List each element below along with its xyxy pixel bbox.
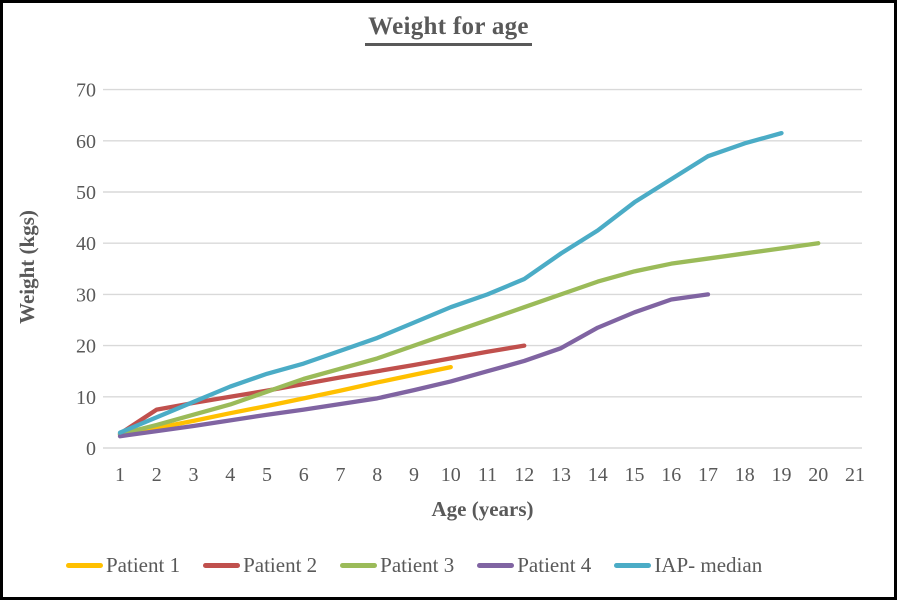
legend-item-patient-4: Patient 4 [477,553,591,578]
legend-item-patient-2: Patient 2 [203,553,317,578]
legend-item-patient-1: Patient 1 [66,553,180,578]
x-tick-label-8: 8 [372,464,382,486]
legend-swatch [477,563,515,568]
x-axis-title: Age (years) [431,497,534,521]
y-tick-label-10: 10 [76,387,96,409]
y-tick-label-0: 0 [86,438,96,460]
chart-title-text: Weight for age [365,13,532,46]
x-tick-label-12: 12 [514,464,534,486]
series-line-patient-1 [117,364,453,437]
legend-label: Patient 1 [106,553,181,577]
series-line-iap-median [117,130,784,435]
x-tick-label-17: 17 [698,464,718,486]
x-tick-label-6: 6 [299,464,309,486]
x-tick-label-16: 16 [661,464,681,486]
x-tick-label-10: 10 [441,464,461,486]
legend-swatch [203,563,241,568]
legend-item-iap-median: IAP- median [614,553,762,578]
x-tick-label-3: 3 [189,464,199,486]
y-tick-label-70: 70 [76,80,96,102]
legend-swatch [614,563,652,568]
x-tick-label-20: 20 [808,464,828,486]
chart-legend: Patient 1 Patient 2 Patient 3 Patient 4 IAP-… [0,553,897,578]
x-tick-label-14: 14 [588,464,608,486]
x-tick-label-21: 21 [845,464,865,486]
legend-item-patient-3: Patient 3 [340,553,454,578]
y-tick-label-60: 60 [76,131,96,153]
y-tick-label-40: 40 [76,233,96,255]
x-tick-label-4: 4 [225,464,235,486]
x-tick-label-19: 19 [772,464,792,486]
x-tick-label-7: 7 [336,464,346,486]
y-tick-label-30: 30 [76,284,96,306]
x-tick-label-1: 1 [115,464,125,486]
chart-title: Weight for age [0,13,897,46]
legend-label: Patient 3 [380,553,455,577]
legend-label: IAP- median [654,553,763,577]
legend-swatch [66,563,103,568]
legend-swatch [340,563,378,568]
y-tick-label-50: 50 [76,182,96,204]
legend-label: Patient 2 [243,553,318,577]
series-line-patient-4 [117,292,711,439]
y-tick-label-20: 20 [76,336,96,358]
x-tick-label-11: 11 [478,464,497,486]
legend-label: Patient 4 [517,553,592,577]
series-line-patient-3 [117,241,821,437]
x-tick-label-13: 13 [551,464,571,486]
x-tick-label-15: 15 [625,464,645,486]
x-tick-label-5: 5 [262,464,272,486]
x-tick-label-18: 18 [735,464,755,486]
x-tick-label-9: 9 [409,464,419,486]
x-tick-label-2: 2 [152,464,162,486]
